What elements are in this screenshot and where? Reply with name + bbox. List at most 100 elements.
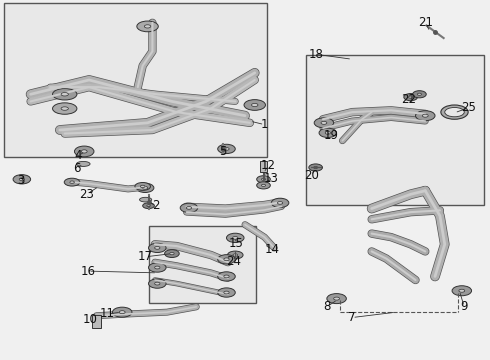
Bar <box>306 55 484 205</box>
Text: 9: 9 <box>461 300 468 313</box>
Ellipse shape <box>155 247 160 249</box>
Ellipse shape <box>277 202 283 204</box>
Ellipse shape <box>61 107 69 110</box>
Ellipse shape <box>416 111 435 121</box>
Ellipse shape <box>218 255 235 264</box>
Text: 6: 6 <box>73 162 80 175</box>
Ellipse shape <box>224 275 229 278</box>
Ellipse shape <box>441 105 468 119</box>
Ellipse shape <box>137 21 158 32</box>
Text: 24: 24 <box>226 255 241 268</box>
Ellipse shape <box>257 176 270 183</box>
Text: 3: 3 <box>17 174 24 187</box>
Text: 11: 11 <box>100 307 115 320</box>
Ellipse shape <box>113 307 132 317</box>
Text: 18: 18 <box>308 48 323 61</box>
Bar <box>148 226 256 303</box>
Ellipse shape <box>309 164 322 171</box>
Ellipse shape <box>244 100 266 111</box>
Ellipse shape <box>81 150 87 153</box>
Ellipse shape <box>334 297 340 300</box>
Ellipse shape <box>452 286 471 296</box>
Ellipse shape <box>233 254 238 256</box>
Ellipse shape <box>262 184 266 186</box>
Ellipse shape <box>13 175 30 184</box>
Ellipse shape <box>136 183 154 193</box>
Ellipse shape <box>325 131 330 134</box>
Text: 14: 14 <box>264 243 279 256</box>
Ellipse shape <box>64 178 80 186</box>
Ellipse shape <box>314 118 334 128</box>
Ellipse shape <box>148 243 166 252</box>
Ellipse shape <box>186 207 192 209</box>
Ellipse shape <box>314 166 318 168</box>
Text: 19: 19 <box>323 129 338 142</box>
Text: 15: 15 <box>229 237 244 250</box>
Ellipse shape <box>271 198 289 207</box>
Ellipse shape <box>74 146 94 157</box>
Ellipse shape <box>409 96 413 98</box>
Ellipse shape <box>155 282 160 285</box>
Ellipse shape <box>119 311 125 314</box>
Text: 22: 22 <box>401 93 416 106</box>
Ellipse shape <box>61 93 69 96</box>
Ellipse shape <box>140 197 152 202</box>
Text: 13: 13 <box>264 172 279 185</box>
Bar <box>4 3 267 157</box>
Ellipse shape <box>224 148 229 150</box>
Ellipse shape <box>224 291 229 294</box>
Ellipse shape <box>135 183 150 190</box>
Ellipse shape <box>459 289 465 292</box>
Ellipse shape <box>257 182 270 189</box>
Ellipse shape <box>148 279 166 288</box>
Ellipse shape <box>140 185 145 188</box>
Ellipse shape <box>218 272 235 281</box>
Ellipse shape <box>413 91 426 98</box>
Text: 16: 16 <box>81 265 96 278</box>
Text: 1: 1 <box>261 118 268 131</box>
Ellipse shape <box>251 103 258 107</box>
Text: 10: 10 <box>83 313 98 326</box>
Text: 23: 23 <box>79 188 94 201</box>
Ellipse shape <box>19 178 24 181</box>
Ellipse shape <box>233 237 238 239</box>
Ellipse shape <box>76 161 90 166</box>
Ellipse shape <box>170 252 174 255</box>
Text: 7: 7 <box>348 311 356 324</box>
Text: 12: 12 <box>261 159 276 172</box>
Ellipse shape <box>218 144 235 154</box>
Ellipse shape <box>404 94 417 101</box>
Text: 4: 4 <box>74 149 82 162</box>
Ellipse shape <box>147 205 150 207</box>
Bar <box>92 315 101 328</box>
Ellipse shape <box>319 128 337 138</box>
Ellipse shape <box>262 178 266 180</box>
Ellipse shape <box>321 121 327 124</box>
Ellipse shape <box>148 263 166 272</box>
Ellipse shape <box>422 114 428 117</box>
Text: 17: 17 <box>138 250 153 263</box>
Ellipse shape <box>143 203 154 208</box>
Text: 21: 21 <box>418 16 433 29</box>
Ellipse shape <box>145 25 151 28</box>
Ellipse shape <box>227 251 243 259</box>
Text: 20: 20 <box>304 169 318 182</box>
Ellipse shape <box>445 108 464 117</box>
Ellipse shape <box>417 93 421 95</box>
Text: 8: 8 <box>323 300 331 313</box>
Ellipse shape <box>52 103 77 114</box>
Ellipse shape <box>52 89 77 100</box>
Text: 25: 25 <box>461 102 476 114</box>
Ellipse shape <box>327 294 346 303</box>
Ellipse shape <box>180 203 198 212</box>
Ellipse shape <box>224 258 229 261</box>
Ellipse shape <box>226 233 244 243</box>
Ellipse shape <box>143 186 148 189</box>
Bar <box>260 161 268 172</box>
Ellipse shape <box>155 266 160 269</box>
Ellipse shape <box>218 288 235 297</box>
Text: 2: 2 <box>152 199 160 212</box>
Ellipse shape <box>165 249 179 257</box>
Text: 5: 5 <box>220 145 227 158</box>
Ellipse shape <box>70 181 74 183</box>
